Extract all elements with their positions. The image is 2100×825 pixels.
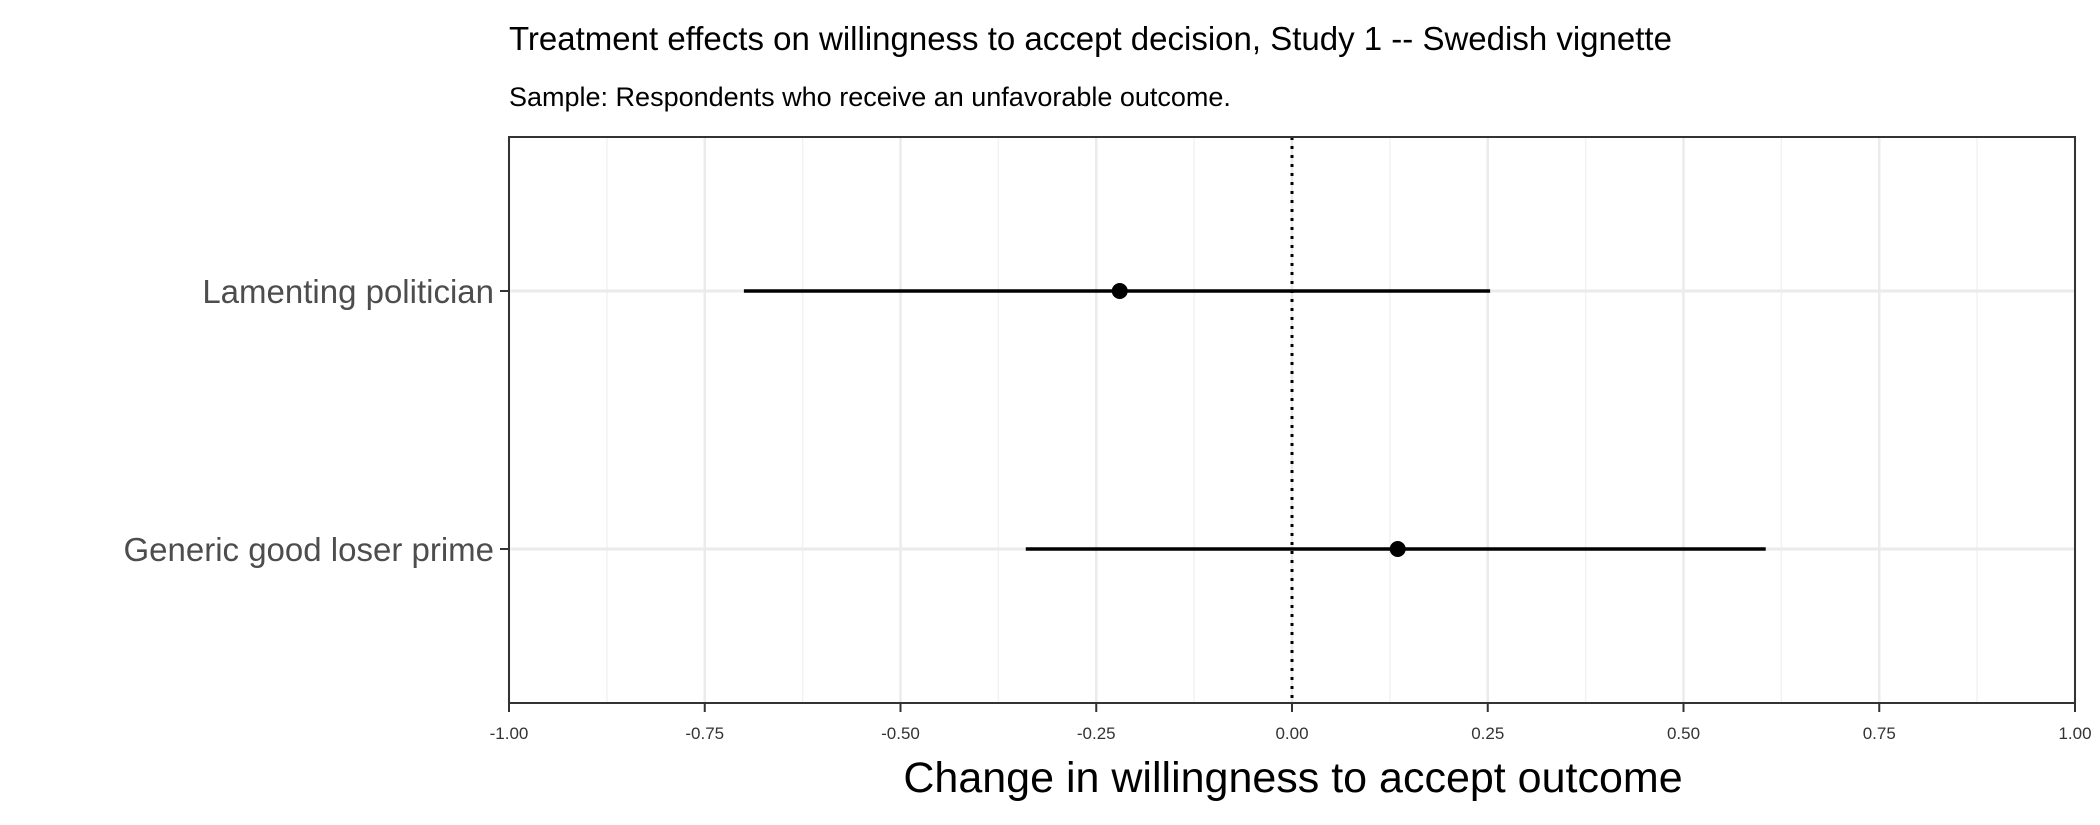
point-estimate [1111,283,1128,299]
grid [507,137,2077,703]
x-tick-label: 0.25 [1471,724,1504,743]
estimates [743,283,1766,557]
x-tick-label: 1.00 [2058,724,2091,743]
x-tick-label: -1.00 [490,724,529,743]
x-tick-label: 0.00 [1275,724,1308,743]
y-tick-label: Generic good loser prime [123,531,494,568]
x-tick-label: 0.50 [1667,724,1700,743]
x-tick-label: -0.75 [685,724,724,743]
x-tick-label: -0.50 [881,724,920,743]
y-tick-label: Lamenting politician [202,273,494,310]
chart-subtitle: Sample: Respondents who receive an unfav… [509,82,1231,112]
x-axis: -1.00 -0.75 -0.50 -0.25 0.00 0.25 0.50 0.75 1.00 [490,703,2092,743]
chart-title: Treatment effects on willingness to acce… [509,20,1672,57]
y-axis: Lamenting politician Generic good loser p… [123,273,509,568]
x-tick-label: 0.75 [1863,724,1896,743]
x-tick-label: -0.25 [1077,724,1116,743]
point-estimate [1389,541,1406,557]
x-axis-label: Change in willingness to accept outcome [903,754,1682,802]
